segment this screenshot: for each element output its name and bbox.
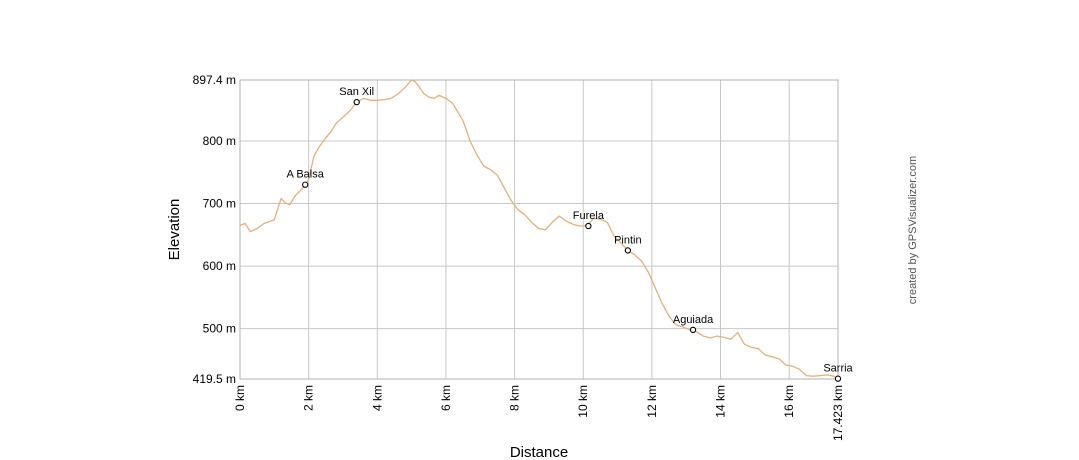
x-tick-label-1: 2 km xyxy=(302,385,316,411)
y-axis-title: Elevation xyxy=(166,199,183,261)
credit-label: created by GPSVisualizer.com xyxy=(907,156,919,304)
waypoint-marker-5 xyxy=(834,375,842,382)
y-tick-labels: 419.5 m 500 m 600 m 700 m 800 m 897.4 m xyxy=(193,73,236,386)
y-tick-label-3: 700 m xyxy=(203,197,236,211)
plot-frame xyxy=(239,79,839,380)
y-tick-label-4: 800 m xyxy=(203,134,236,148)
waypoint-layer: A Balsa San Xil Furela Pintin Aguiada Sarria xyxy=(287,86,854,382)
waypoint-label-1: San Xil xyxy=(339,86,374,98)
elevation-series-line-0 xyxy=(239,79,839,380)
y-tick-label-5: 897.4 m xyxy=(193,73,236,87)
x-tick-label-0: 0 km xyxy=(233,385,247,411)
x-tick-label-7: 14 km xyxy=(714,385,728,418)
waypoint-label-2: Furela xyxy=(573,210,605,222)
grid xyxy=(239,79,839,380)
x-tick-label-2: 4 km xyxy=(370,385,384,411)
y-tick-label-1: 500 m xyxy=(203,322,236,336)
x-tick-labels: 0 km 2 km 4 km 6 km 8 km 10 km 12 km 14 km 16 km… xyxy=(233,385,845,441)
waypoint-marker-4 xyxy=(689,326,697,334)
waypoint-marker-3 xyxy=(624,247,631,254)
x-tick-label-9: 17.423 km xyxy=(831,385,845,441)
x-tick-label-3: 6 km xyxy=(439,385,453,411)
x-tick-label-8: 16 km xyxy=(782,385,796,418)
waypoint-marker-0 xyxy=(302,181,309,188)
waypoint-label-3: Pintin xyxy=(614,234,642,246)
waypoint-marker-2 xyxy=(585,222,592,230)
waypoint-label-0: A Balsa xyxy=(287,169,325,181)
plot-border xyxy=(239,79,839,380)
x-tick-label-5: 10 km xyxy=(576,385,590,418)
waypoint-marker-1 xyxy=(353,98,360,106)
x-axis-title: Distance xyxy=(510,444,568,460)
waypoint-label-4: Aguiada xyxy=(673,314,714,326)
x-tick-label-6: 12 km xyxy=(645,385,659,418)
series-layer xyxy=(239,79,839,380)
y-tick-label-0: 419.5 m xyxy=(193,372,236,386)
x-tick-label-4: 8 km xyxy=(508,385,522,411)
waypoint-label-5: Sarria xyxy=(823,363,853,375)
y-tick-label-2: 600 m xyxy=(203,259,236,273)
